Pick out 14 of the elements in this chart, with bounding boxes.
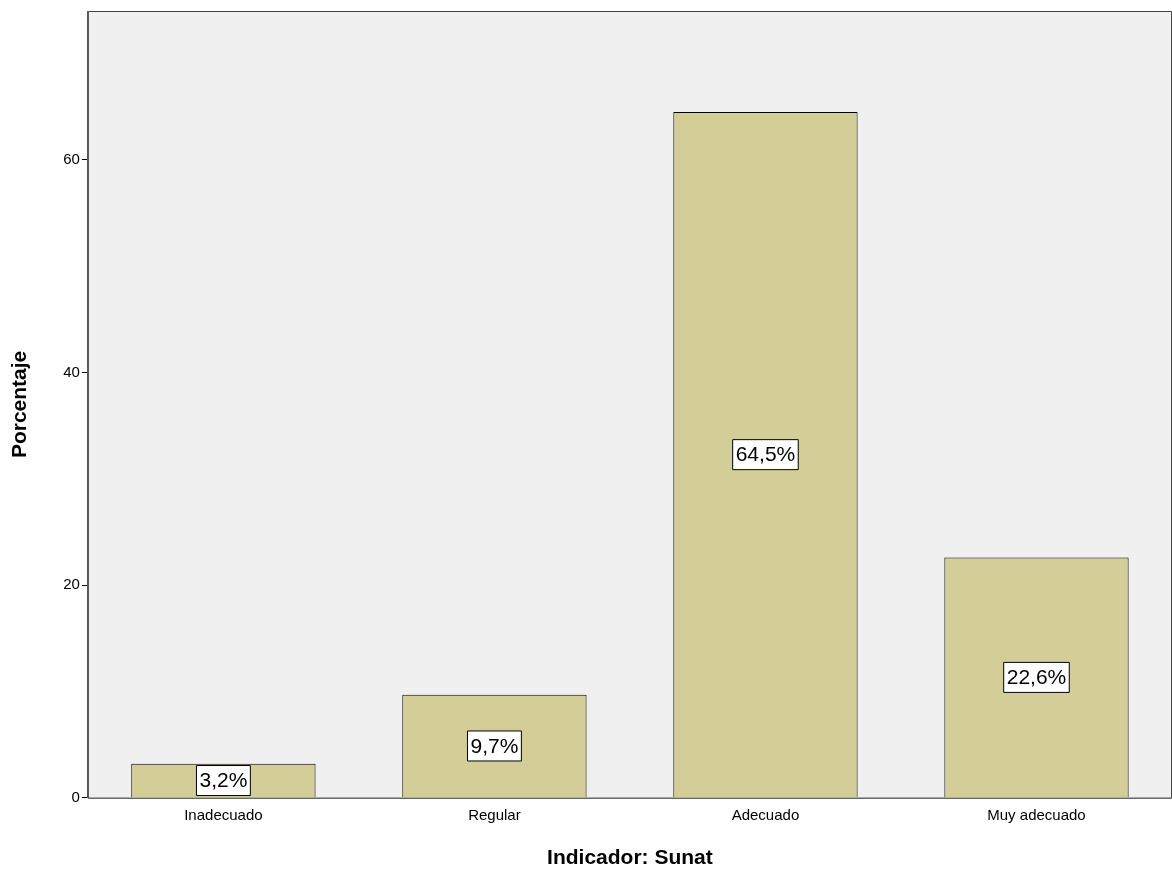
y-tick-label: 0 [71, 787, 80, 805]
data-label: 9,7% [470, 733, 519, 757]
x-tick-label: Muy adecuado [987, 805, 1086, 823]
x-tick-label: Regular [468, 805, 521, 823]
y-tick-label: 40 [63, 362, 80, 380]
y-tick-label: 20 [63, 575, 80, 593]
y-tick-label: 60 [63, 149, 80, 167]
data-label: 64,5% [735, 442, 796, 466]
x-axis-title: Indicador: Sunat [547, 845, 713, 869]
x-tick-label: Adecuado [731, 805, 800, 823]
y-axis-title: Porcentaje [7, 350, 31, 459]
x-tick-label: Inadecuado [184, 805, 263, 823]
data-label: 3,2% [199, 768, 248, 792]
data-label: 22,6% [1006, 665, 1067, 689]
